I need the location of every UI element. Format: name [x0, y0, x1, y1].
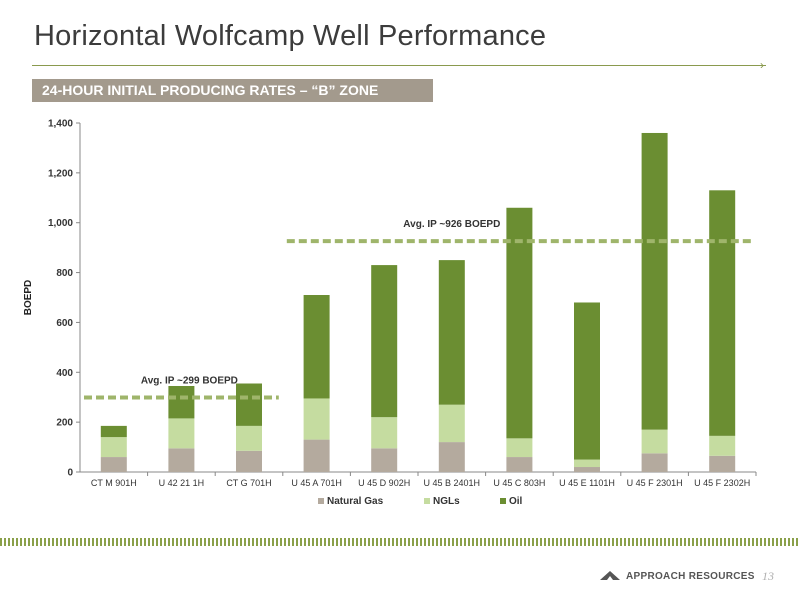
y-tick-label: 200	[56, 418, 73, 429]
bar-natural-gas	[506, 457, 533, 472]
x-tick-label: U 45 D 902H	[358, 478, 410, 488]
bar-oil	[303, 295, 330, 399]
page-number: 13	[762, 569, 774, 583]
section-header: 24-HOUR INITIAL PRODUCING RATES – “B” ZO…	[32, 79, 433, 102]
bar-oil	[709, 190, 736, 436]
bar-ngls	[303, 398, 330, 440]
bar-oil	[236, 383, 262, 426]
bar-ngls	[641, 429, 668, 454]
y-tick-label: 1,200	[48, 168, 73, 179]
x-tick-label: CT G 701H	[226, 478, 271, 488]
y-tick-label: 1,000	[48, 218, 73, 229]
bar-natural-gas	[236, 450, 262, 472]
chevron-right-icon: ›	[760, 58, 764, 72]
bar-natural-gas	[303, 439, 330, 472]
x-tick-label: U 45 C 803H	[493, 478, 545, 488]
average-annotation: Avg. IP ~926 BOEPD	[403, 219, 500, 230]
bar-natural-gas	[100, 457, 127, 472]
bar-ngls	[100, 437, 127, 458]
page-title: Horizontal Wolfcamp Well Performance	[34, 20, 547, 52]
bar-oil	[641, 132, 668, 430]
x-tick-label: U 45 F 2302H	[694, 478, 750, 488]
bar-ngls	[236, 425, 262, 451]
bar-natural-gas	[438, 442, 465, 472]
legend-swatch	[500, 498, 506, 504]
y-tick-label: 400	[56, 368, 73, 379]
bar-chart: 0 200 400 600 800 1,000 1,200 1,400 BOEPD CT M 90…	[23, 119, 757, 507]
footer-divider	[0, 538, 800, 546]
y-tick-label: 0	[67, 468, 73, 479]
bar-oil	[506, 207, 533, 439]
x-tick-label: U 42 21 1H	[159, 478, 205, 488]
bar-ngls	[438, 404, 465, 443]
bar-natural-gas	[168, 448, 195, 472]
title-divider	[32, 65, 766, 66]
bar-natural-gas	[641, 453, 668, 472]
average-annotation: Avg. IP ~299 BOEPD	[141, 375, 238, 386]
x-tick-label: CT M 901H	[91, 478, 137, 488]
bar-ngls	[506, 438, 533, 458]
bar-ngls	[709, 435, 736, 456]
bar-oil	[168, 385, 195, 419]
bar-oil	[438, 260, 465, 405]
company-logo-icon	[600, 571, 620, 580]
y-tick-label: 600	[56, 318, 73, 329]
bar-oil	[371, 265, 398, 418]
bar-natural-gas	[371, 448, 398, 472]
x-tick-label: U 45 B 2401H	[424, 478, 481, 488]
legend-swatch	[318, 498, 324, 504]
y-tick-label: 800	[56, 268, 73, 279]
bar-oil	[100, 425, 127, 438]
bar-natural-gas	[709, 455, 736, 472]
legend-label: Oil	[509, 496, 523, 507]
bar-oil	[574, 302, 600, 460]
x-tick-label: U 45 F 2301H	[627, 478, 683, 488]
bar-ngls	[371, 417, 398, 449]
x-tick-label: U 45 E 1101H	[559, 478, 615, 488]
legend-swatch	[424, 498, 430, 504]
legend-label: NGLs	[433, 496, 460, 507]
bar-ngls	[168, 418, 195, 449]
y-tick-label: 1,400	[48, 119, 73, 130]
bar-ngls	[574, 459, 600, 468]
bar-natural-gas	[574, 467, 600, 472]
x-tick-label: U 45 A 701H	[291, 478, 342, 488]
company-name: APPROACH RESOURCES	[626, 571, 755, 582]
y-axis-label: BOEPD	[23, 280, 34, 316]
legend-label: Natural Gas	[327, 496, 384, 507]
